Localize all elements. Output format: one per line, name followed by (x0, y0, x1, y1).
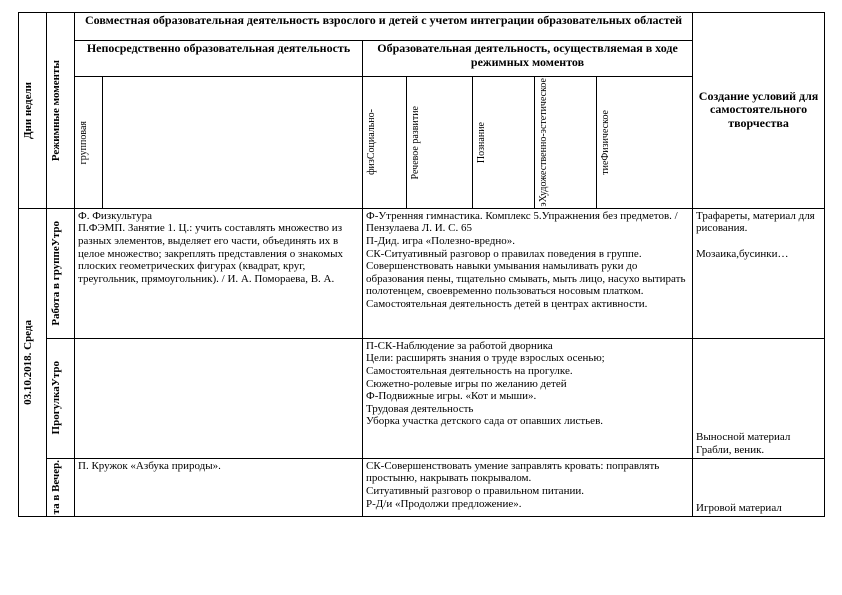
subcol-4: тиеФизическое (597, 77, 693, 209)
subcol-3: эХудожественно-эстетическое (535, 77, 597, 209)
col-regime-label: Режимные моменты (50, 60, 71, 161)
header-conditions: Создание условий для самостоятельного тв… (693, 13, 825, 209)
header-direct: Непосредственно образовательная деятельн… (75, 41, 363, 77)
date-label: 03.10.2018. Среда (22, 320, 43, 405)
walk-conditions: Выносной материалГрабли, веник. (693, 338, 825, 458)
subcol-2: Познание (473, 77, 535, 209)
subcol-1: Речевое развитие (407, 77, 473, 209)
col-regime: Режимные моменты (47, 13, 75, 209)
walk-routine: П-СК-Наблюдение за работой дворникаЦели:… (363, 338, 693, 458)
date-cell: 03.10.2018. Среда (19, 208, 47, 516)
header-joint-activity: Совместная образовательная деятельность … (75, 13, 693, 41)
morning-routine: Ф-Утренняя гимнастика. Комплекс 5.Упражн… (363, 208, 693, 338)
evening-routine: СК-Совершенствовать умение заправлять кр… (363, 458, 693, 516)
subcol-0: физСоциально- (363, 77, 407, 209)
morning-direct: Ф. ФизкультураП.ФЭМП. Занятие 1. Ц.: учи… (75, 208, 363, 338)
walk-direct (75, 338, 363, 458)
period-walk: ПрогулкаУтро (47, 338, 75, 458)
evening-direct: П. Кружок «Азбука природы». (75, 458, 363, 516)
subcol-group: групповая (75, 77, 103, 209)
header-routine: Образовательная деятельность, осуществля… (363, 41, 693, 77)
period-morning: Работа в группеУтро (47, 208, 75, 338)
morning-conditions: Трафареты, материал для рисования. Мозаи… (693, 208, 825, 338)
evening-conditions: Игровой материал (693, 458, 825, 516)
period-evening: та в Вечер. (47, 458, 75, 516)
col-days-label: Дни недели (22, 82, 43, 139)
planning-table: Дни недели Режимные моменты Совместная о… (18, 12, 825, 517)
col-days: Дни недели (19, 13, 47, 209)
